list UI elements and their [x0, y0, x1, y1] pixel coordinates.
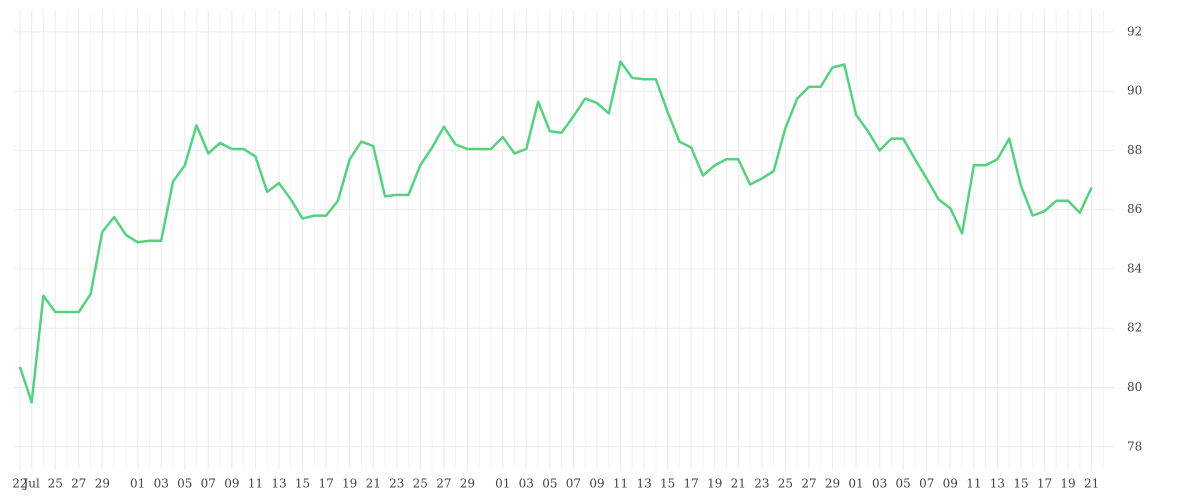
x-tick-label: 22 [12, 477, 27, 491]
x-tick-label: 15 [295, 477, 310, 491]
x-tick-label: 05 [896, 477, 911, 491]
y-tick-label: 90 [1127, 84, 1142, 98]
x-tick-label: 13 [271, 477, 286, 491]
y-tick-label: 86 [1127, 202, 1142, 216]
x-tick-label: 19 [707, 477, 722, 491]
x-tick-label: 27 [436, 477, 451, 491]
x-tick-label: 17 [1037, 477, 1052, 491]
x-tick-label: 27 [801, 477, 816, 491]
x-tick-label: 07 [566, 477, 581, 491]
x-tick-label: 07 [201, 477, 216, 491]
x-tick-label: 29 [95, 477, 110, 491]
x-tick-label: 11 [248, 477, 263, 491]
x-tick-label: 21 [731, 477, 746, 491]
x-tick-label: 03 [872, 477, 887, 491]
x-tick-label: 01 [130, 477, 145, 491]
x-tick-label: 21 [366, 477, 381, 491]
x-tick-label: 05 [177, 477, 192, 491]
x-tick-label: 29 [460, 477, 475, 491]
x-tick-label: 11 [613, 477, 628, 491]
x-tick-label: 05 [542, 477, 557, 491]
x-tick-label: 25 [413, 477, 428, 491]
y-tick-label: 78 [1127, 439, 1142, 453]
x-tick-label: 07 [919, 477, 934, 491]
y-tick-label: 88 [1127, 143, 1142, 157]
x-tick-label: 27 [71, 477, 86, 491]
x-tick-label: 09 [224, 477, 239, 491]
x-tick-label: 23 [389, 477, 404, 491]
y-tick-label: 80 [1127, 380, 1142, 394]
x-tick-label: 19 [1060, 477, 1075, 491]
y-tick-label: 92 [1127, 24, 1142, 38]
y-tick-label: 82 [1127, 321, 1142, 335]
x-tick-label: 23 [754, 477, 769, 491]
x-tick-label: 29 [825, 477, 840, 491]
x-tick-label: 25 [48, 477, 63, 491]
y-tick-label: 84 [1127, 261, 1143, 275]
x-tick-label: 21 [1084, 477, 1099, 491]
x-tick-label: Jul [21, 477, 40, 491]
x-tick-label: 15 [1013, 477, 1028, 491]
x-tick-label: 13 [636, 477, 651, 491]
x-tick-label: 01 [848, 477, 863, 491]
x-tick-label: 15 [660, 477, 675, 491]
data-line [18, 60, 1093, 404]
x-tick-label: 13 [990, 477, 1005, 491]
x-tick-label: 09 [589, 477, 604, 491]
x-tick-label: 09 [943, 477, 958, 491]
x-tick-label: 17 [318, 477, 333, 491]
x-tick-label: 03 [519, 477, 534, 491]
x-tick-label: 11 [966, 477, 981, 491]
x-tick-label: 19 [342, 477, 357, 491]
x-tick-label: 03 [154, 477, 169, 491]
x-tick-label: 01 [495, 477, 510, 491]
x-tick-label: 25 [778, 477, 793, 491]
x-tick-label: 17 [684, 477, 699, 491]
